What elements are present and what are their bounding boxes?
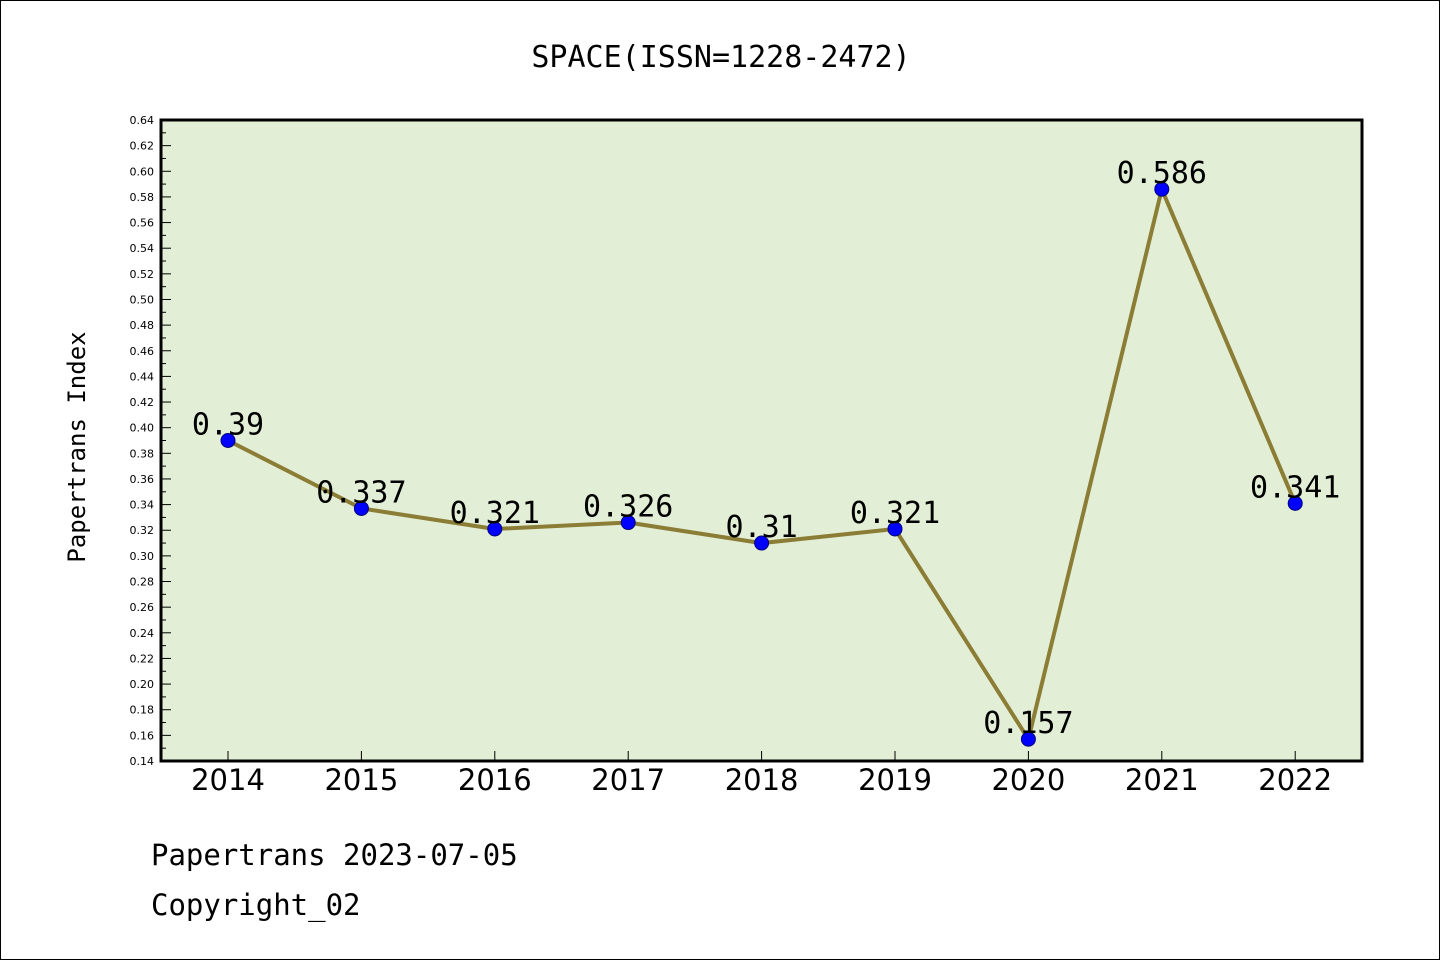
- data-point: [887, 521, 903, 537]
- y-tick-label: 0.44: [130, 370, 155, 383]
- y-tick-label: 0.32: [130, 524, 155, 537]
- data-label: 0.337: [316, 475, 406, 510]
- data-label: 0.157: [983, 706, 1073, 741]
- y-tick-label: 0.22: [130, 652, 155, 665]
- plot-border: [159, 118, 1364, 763]
- y-tick-label: 0.14: [130, 755, 155, 768]
- y-tick-label: 0.62: [130, 140, 155, 153]
- data-label: 0.326: [583, 490, 673, 525]
- y-tick-label: 0.34: [130, 499, 155, 512]
- x-tick-label: 2017: [591, 763, 665, 797]
- data-point: [620, 515, 636, 531]
- plot-area: [161, 120, 1362, 761]
- data-label: 0.31: [725, 510, 797, 545]
- y-tick-label: 0.36: [130, 473, 155, 486]
- x-tick-label: 2015: [324, 763, 398, 797]
- x-axis: 2014 2015 2016 2017 2018 2019 2020 2021 2022: [191, 751, 1332, 797]
- y-tick-label: 0.28: [130, 576, 155, 589]
- y-tick-label: 0.58: [130, 191, 155, 204]
- data-labels: 0.39 0.337 0.321 0.326 0.31 0.321 0.157 0.586 0.…: [192, 156, 1340, 741]
- y-tick-label: 0.26: [130, 601, 155, 614]
- data-point: [487, 521, 503, 537]
- y-tick-label: 0.42: [130, 396, 155, 409]
- footer-copyright: Copyright_02: [151, 888, 361, 923]
- x-tick-label: 2021: [1125, 763, 1199, 797]
- y-tick-label: 0.30: [130, 550, 155, 563]
- y-tick-label: 0.64: [130, 114, 155, 127]
- y-axis-label: Papertrans Index: [63, 331, 91, 562]
- data-point: [1154, 181, 1170, 197]
- data-point: [353, 500, 369, 516]
- data-label: 0.321: [850, 496, 940, 531]
- y-tick-label: 0.60: [130, 165, 155, 178]
- data-label: 0.586: [1117, 156, 1207, 191]
- y-tick-label: 0.18: [130, 704, 155, 717]
- data-point: [754, 535, 770, 551]
- x-tick-label: 2022: [1258, 763, 1332, 797]
- x-tick-label: 2018: [725, 763, 799, 797]
- data-point: [1020, 731, 1036, 747]
- y-axis: 0.14 0.16 0.18 0.20 0.22 0.24 0.26 0.28 0.30 0.32…: [130, 114, 171, 768]
- y-tick-label: 0.48: [130, 319, 155, 332]
- x-tick-label: 2019: [858, 763, 932, 797]
- y-tick-label: 0.40: [130, 422, 155, 435]
- x-tick-label: 2014: [191, 763, 265, 797]
- x-tick-label: 2016: [458, 763, 532, 797]
- data-label: 0.341: [1250, 470, 1340, 505]
- y-tick-label: 0.56: [130, 217, 155, 230]
- y-tick-label: 0.24: [130, 627, 155, 640]
- y-tick-label: 0.50: [130, 293, 155, 306]
- y-tick-label: 0.52: [130, 268, 155, 281]
- data-label: 0.321: [450, 496, 540, 531]
- y-tick-label: 0.16: [130, 729, 155, 742]
- series-markers: [220, 181, 1303, 747]
- y-tick-label: 0.54: [130, 242, 155, 255]
- data-point: [220, 433, 236, 448]
- y-tick-label: 0.46: [130, 345, 155, 358]
- footer-date: Papertrans 2023-07-05: [151, 838, 518, 872]
- chart-title: SPACE(ISSN=1228-2472): [531, 40, 910, 75]
- y-tick-label: 0.20: [130, 678, 155, 691]
- data-point: [1287, 495, 1303, 511]
- y-tick-label: 0.38: [130, 447, 155, 460]
- data-label: 0.39: [192, 408, 264, 443]
- x-tick-label: 2020: [991, 763, 1065, 797]
